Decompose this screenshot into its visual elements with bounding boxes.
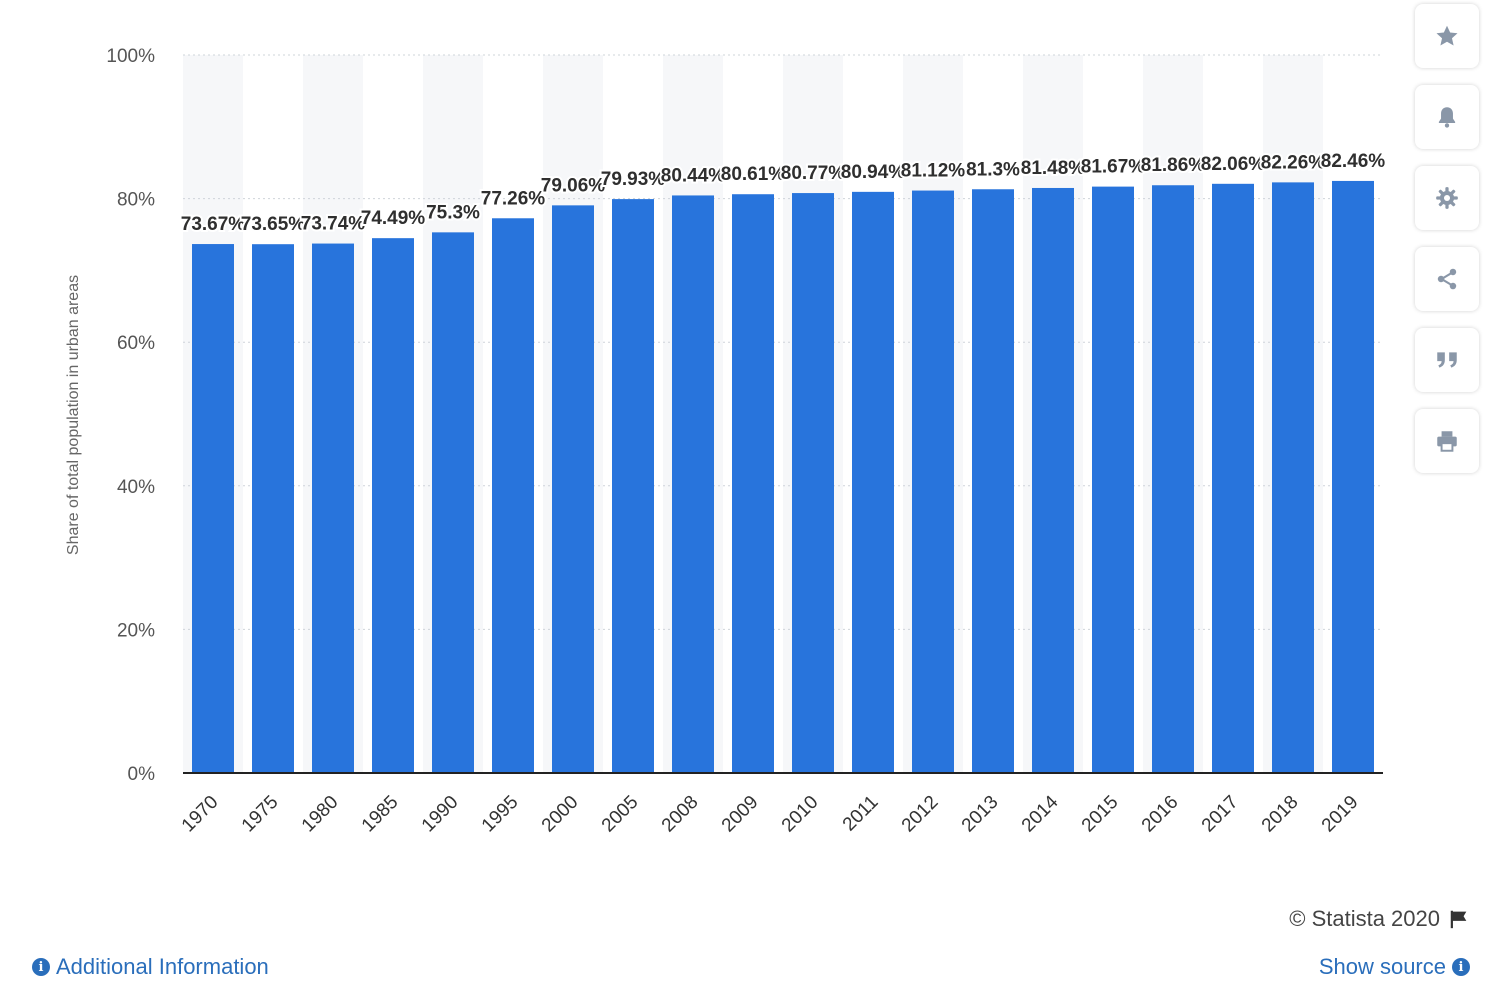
bar-chart: 0% 20% 40% 60% 80% 100% 73.67%73.65%73.74%74.…: [65, 46, 1388, 837]
bar[interactable]: [1152, 185, 1194, 774]
bar[interactable]: [492, 218, 534, 773]
bar[interactable]: [1332, 180, 1374, 773]
bar[interactable]: [1272, 182, 1314, 774]
x-tick-label: 2019: [1318, 792, 1363, 837]
chart-toolbar: [1415, 4, 1481, 490]
bar[interactable]: [972, 189, 1014, 774]
info-icon: i: [32, 958, 50, 976]
x-tick-label: 2012: [898, 792, 943, 837]
statista-credit[interactable]: © Statista 2020: [1289, 906, 1470, 932]
bar[interactable]: [852, 191, 894, 773]
bar[interactable]: [1212, 183, 1254, 773]
print-button[interactable]: [1415, 409, 1479, 473]
gear-icon: [1436, 187, 1458, 209]
bar[interactable]: [252, 244, 294, 773]
x-tick-label: 2016: [1138, 792, 1183, 837]
print-icon: [1437, 431, 1457, 452]
bars: [192, 180, 1374, 774]
x-tick-label: 1985: [358, 792, 403, 837]
y-tick-label: 100%: [106, 46, 155, 67]
star-icon: [1436, 25, 1458, 46]
data-label: 82.46%: [1321, 151, 1386, 172]
flag-icon: [1450, 910, 1467, 929]
bar[interactable]: [372, 238, 414, 773]
notify-button[interactable]: [1415, 85, 1479, 149]
bar[interactable]: [1032, 187, 1074, 773]
share-button[interactable]: [1415, 247, 1479, 311]
x-tick-label: 1990: [418, 792, 463, 837]
x-tick-label: 2015: [1078, 792, 1123, 837]
data-label: 79.93%: [601, 169, 666, 190]
bar[interactable]: [432, 232, 474, 773]
bar[interactable]: [732, 194, 774, 773]
share-icon: [1437, 268, 1457, 290]
x-tick-label: 2005: [598, 792, 643, 837]
x-tick-label: 2009: [718, 792, 763, 837]
info-icon: i: [1452, 958, 1470, 976]
settings-button[interactable]: [1415, 166, 1479, 230]
bar[interactable]: [1092, 186, 1134, 774]
show-source-label: Show source: [1318, 954, 1446, 979]
x-tick-label: 2018: [1258, 792, 1303, 837]
data-label: 75.3%: [426, 202, 480, 223]
show-source-link[interactable]: Show source i: [1319, 954, 1470, 980]
data-label: 80.77%: [781, 163, 846, 184]
bar[interactable]: [612, 199, 654, 773]
y-tick-label: 40%: [117, 477, 155, 498]
y-axis: 0% 20% 40% 60% 80% 100%: [106, 46, 155, 785]
data-label: 81.67%: [1081, 157, 1146, 178]
data-label: 80.61%: [721, 164, 786, 185]
bar[interactable]: [672, 195, 714, 773]
x-tick-label: 2008: [658, 792, 703, 837]
data-label: 82.06%: [1201, 154, 1266, 175]
quote-icon: [1437, 352, 1457, 368]
x-tick-label: 2011: [839, 792, 883, 836]
data-label: 81.48%: [1021, 158, 1086, 179]
y-axis-title: Share of total population in urban areas: [65, 275, 82, 555]
x-tick-label: 2000: [538, 792, 583, 837]
additional-information-label: Additional Information: [56, 954, 269, 979]
x-tick-label: 1980: [298, 792, 343, 837]
bar[interactable]: [312, 243, 354, 773]
data-label: 79.06%: [541, 175, 606, 196]
data-label: 73.74%: [301, 214, 366, 235]
data-label: 74.49%: [361, 208, 426, 229]
cite-button[interactable]: [1415, 328, 1479, 392]
bar[interactable]: [912, 190, 954, 773]
data-labels: 73.67%73.65%73.74%74.49% 75.3%77.26%79.06…: [179, 149, 1388, 237]
x-tick-label: 2013: [958, 792, 1003, 837]
y-tick-label: 80%: [117, 190, 155, 211]
bell-icon: [1438, 107, 1456, 128]
bar[interactable]: [792, 193, 834, 773]
data-label: 73.67%: [181, 214, 246, 235]
x-tick-label: 1975: [238, 792, 283, 837]
x-axis: 1970 1975 1980 1985 1990 1995 2000 2005 2008 2009…: [178, 772, 1383, 837]
data-label: 81.86%: [1141, 155, 1206, 176]
data-label: 80.94%: [841, 162, 906, 183]
data-label: 80.44%: [661, 165, 726, 186]
x-tick-label: 1995: [478, 792, 523, 837]
bar[interactable]: [552, 205, 594, 774]
bar[interactable]: [192, 244, 234, 774]
data-label: 82.26%: [1261, 152, 1326, 173]
x-tick-label: 1970: [178, 792, 223, 837]
additional-information-link[interactable]: i Additional Information: [32, 954, 269, 980]
y-tick-label: 60%: [117, 333, 155, 354]
x-tick-label: 2010: [778, 792, 823, 837]
credit-text: © Statista 2020: [1289, 906, 1440, 931]
favorite-button[interactable]: [1415, 4, 1479, 68]
y-tick-label: 20%: [117, 620, 155, 641]
data-label: 73.65%: [241, 214, 306, 235]
data-label: 81.3%: [966, 159, 1020, 180]
data-label: 81.12%: [901, 161, 966, 182]
y-tick-label: 0%: [128, 764, 156, 785]
x-tick-label: 2017: [1198, 792, 1243, 837]
data-label: 77.26%: [481, 188, 546, 209]
x-tick-label: 2014: [1018, 791, 1063, 836]
